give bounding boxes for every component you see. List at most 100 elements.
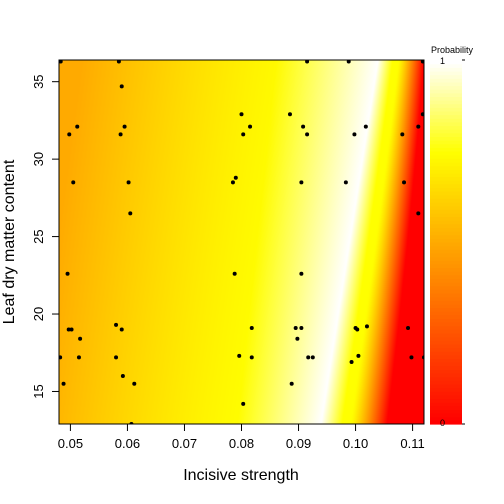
x-tick-label: 0.05 bbox=[58, 436, 83, 451]
legend-swatch bbox=[430, 391, 462, 396]
data-point bbox=[406, 325, 411, 330]
legend-swatch bbox=[430, 238, 462, 243]
legend-swatch bbox=[430, 336, 462, 341]
legend-swatch bbox=[430, 252, 462, 258]
legend-swatch bbox=[430, 365, 462, 370]
legend-swatch bbox=[430, 165, 462, 170]
legend-swatch bbox=[430, 329, 462, 334]
data-point bbox=[59, 355, 63, 360]
data-point bbox=[66, 327, 71, 332]
data-point bbox=[119, 84, 124, 89]
data-point bbox=[301, 124, 306, 129]
data-point bbox=[420, 60, 424, 64]
legend-swatch bbox=[430, 107, 462, 112]
legend-swatch bbox=[430, 314, 462, 320]
data-point bbox=[363, 124, 368, 129]
legend-swatch bbox=[430, 300, 462, 305]
data-point bbox=[69, 327, 74, 332]
legend-swatch bbox=[430, 260, 462, 265]
x-tick-label: 0.06 bbox=[115, 436, 140, 451]
legend-swatch bbox=[430, 380, 462, 385]
legend-swatch bbox=[430, 234, 462, 239]
legend-swatch bbox=[430, 271, 462, 276]
legend-swatch bbox=[430, 96, 462, 101]
legend-swatch bbox=[430, 402, 462, 407]
legend-swatch bbox=[430, 256, 462, 261]
legend-swatch bbox=[430, 209, 462, 214]
legend-swatch bbox=[430, 307, 462, 312]
legend-swatch bbox=[430, 118, 462, 123]
legend-swatch bbox=[430, 194, 462, 199]
data-point bbox=[241, 132, 246, 137]
legend-swatch bbox=[430, 303, 462, 309]
legend-swatch bbox=[430, 398, 462, 403]
legend-swatch bbox=[430, 85, 462, 90]
data-point bbox=[122, 124, 127, 129]
legend-swatch bbox=[430, 376, 462, 381]
x-tick-label: 0.07 bbox=[172, 436, 197, 451]
probability-legend: Probability 1 0 bbox=[430, 45, 474, 428]
data-point bbox=[118, 132, 123, 137]
data-point bbox=[120, 373, 125, 378]
data-point bbox=[230, 180, 235, 185]
data-point bbox=[132, 381, 137, 386]
legend-swatch bbox=[430, 158, 462, 163]
y-tick-label: 35 bbox=[31, 74, 46, 88]
legend-swatch bbox=[430, 354, 462, 360]
legend-color-bar bbox=[430, 59, 465, 425]
legend-swatch bbox=[430, 114, 462, 119]
legend-swatch bbox=[430, 136, 462, 141]
data-point bbox=[346, 60, 351, 64]
data-point bbox=[114, 355, 119, 360]
data-point bbox=[349, 360, 354, 365]
legend-swatch bbox=[430, 151, 462, 156]
legend-swatch bbox=[430, 100, 462, 105]
legend-swatch bbox=[430, 394, 462, 400]
legend-swatch bbox=[430, 278, 462, 283]
data-point bbox=[352, 132, 357, 137]
x-tick-label: 0.09 bbox=[286, 436, 311, 451]
data-point bbox=[239, 112, 244, 117]
data-point bbox=[416, 211, 421, 216]
y-axis: 15 20 25 30 35 bbox=[31, 74, 60, 399]
legend-swatch bbox=[430, 292, 462, 298]
legend-swatch bbox=[430, 121, 462, 127]
data-point bbox=[114, 322, 119, 327]
x-tick-label: 0.11 bbox=[400, 436, 424, 451]
legend-swatch bbox=[430, 311, 462, 316]
data-point bbox=[343, 180, 348, 185]
legend-swatch bbox=[430, 358, 462, 363]
data-point bbox=[67, 132, 72, 137]
legend-max-label: 1 bbox=[440, 56, 445, 66]
data-point bbox=[289, 381, 294, 386]
legend-swatch bbox=[430, 89, 462, 94]
legend-swatch bbox=[430, 172, 462, 178]
legend-swatch bbox=[430, 362, 462, 367]
data-point bbox=[299, 325, 304, 330]
data-point bbox=[237, 353, 242, 358]
legend-swatch bbox=[430, 220, 462, 225]
legend-swatch bbox=[430, 216, 462, 221]
legend-swatch bbox=[430, 147, 462, 152]
legend-title: Probability bbox=[431, 45, 474, 55]
legend-swatch bbox=[430, 180, 462, 185]
data-point bbox=[287, 112, 292, 117]
x-axis-title: Incisive strength bbox=[183, 467, 299, 484]
legend-swatch bbox=[430, 318, 462, 323]
data-point bbox=[356, 353, 361, 358]
legend-swatch bbox=[430, 143, 462, 148]
legend-swatch bbox=[430, 405, 462, 411]
legend-swatch bbox=[430, 198, 462, 203]
data-point bbox=[305, 132, 310, 137]
legend-swatch bbox=[430, 322, 462, 327]
data-point bbox=[59, 60, 63, 64]
data-point bbox=[400, 132, 405, 137]
x-tick-label: 0.10 bbox=[343, 436, 368, 451]
legend-swatch bbox=[430, 231, 462, 236]
data-point bbox=[76, 355, 81, 360]
data-point bbox=[295, 336, 300, 341]
legend-swatch bbox=[430, 413, 462, 418]
legend-swatch bbox=[430, 227, 462, 232]
legend-swatch bbox=[430, 351, 462, 356]
